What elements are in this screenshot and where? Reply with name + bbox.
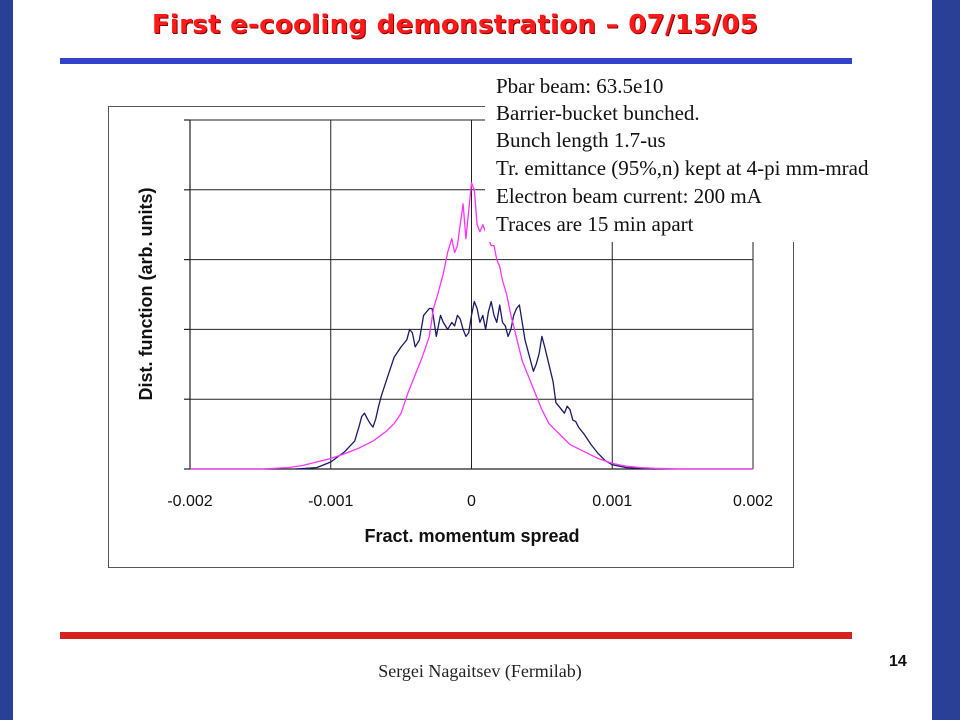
series-line-cooled [190,182,753,470]
series-line-initial [295,300,655,470]
x-tick-label: 0 [467,493,476,510]
y-axis-title: Dist. function (arb. units) [136,188,156,401]
footer-author: Sergei Nagaitsev (Fermilab) [378,661,582,681]
x-tick-label: -0.001 [308,493,353,510]
x-tick-label: 0.001 [592,493,632,510]
annotation-line-bunch-length: Bunch length 1.7-us [496,128,666,152]
annotation-line-emittance: Tr. emittance (95%,n) kept at 4-pi mm-mr… [496,156,869,180]
x-tick-labels: -0.002 -0.001 0 0.001 0.002 [167,493,773,510]
x-axis-title: Fract. momentum spread [364,526,579,546]
footer-rule [60,632,852,639]
chart-series [190,182,753,470]
page-number: 14 [889,653,907,670]
title-underline-rule [60,58,852,64]
x-tick-label: -0.002 [167,493,212,510]
slide-title: First e-cooling demonstration – 07/15/05 [151,10,759,40]
annotation-line-bunching: Barrier-bucket bunched. [496,101,700,125]
right-border-band [932,0,960,720]
x-tick-label: 0.002 [733,493,773,510]
left-border-band [0,0,13,720]
annotation-line-electron-current: Electron beam current: 200 mA [496,184,762,208]
annotation-box [485,70,917,242]
annotation-line-beam: Pbar beam: 63.5e10 [496,74,664,98]
annotation-line-trace-interval: Traces are 15 min apart [496,212,694,236]
